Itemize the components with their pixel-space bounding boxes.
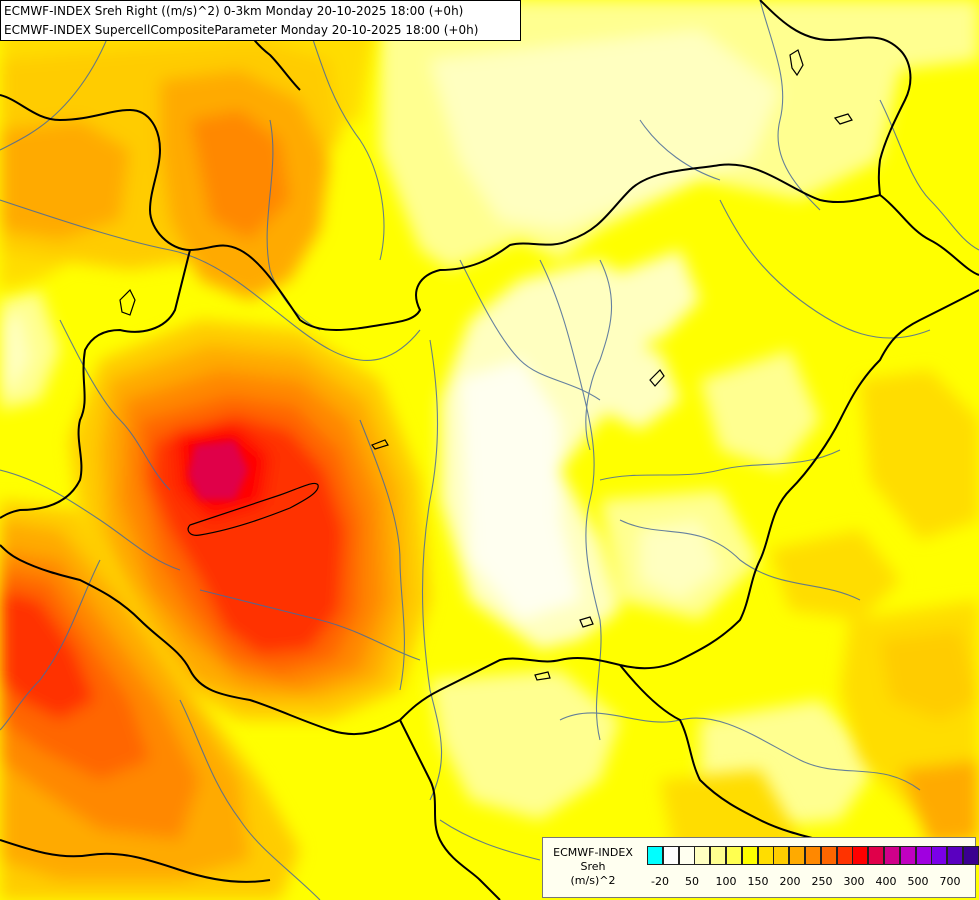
lakes <box>119 49 853 681</box>
legend-swatch <box>947 846 964 865</box>
lake-small-1 <box>371 439 389 450</box>
legend-source: ECMWF-INDEX <box>553 846 633 859</box>
border-west <box>0 249 191 519</box>
map-title-box: ECMWF-INDEX Sreh Right ((m/s)^2) 0-3km M… <box>0 0 521 41</box>
legend-swatch <box>647 846 663 865</box>
border-sw <box>399 719 501 900</box>
sreh-lower-left-band <box>0 500 300 900</box>
legend-swatch <box>726 846 742 865</box>
border-lower-left <box>0 839 271 883</box>
legend-swatch <box>820 846 837 865</box>
legend-swatch <box>915 846 932 865</box>
legend-tick-label: 300 <box>843 875 865 888</box>
legend-variable: Sreh <box>580 860 606 873</box>
legend-unit: (m/s)^2 <box>570 874 616 887</box>
legend-swatch <box>741 846 758 865</box>
lake-small-4 <box>789 49 804 77</box>
lake-small-6 <box>534 671 551 681</box>
legend-swatch <box>852 846 869 865</box>
legend-tick-label: 700 <box>939 875 961 888</box>
legend-swatch <box>899 846 916 865</box>
legend-swatch <box>868 846 885 865</box>
title-line-1: ECMWF-INDEX Sreh Right ((m/s)^2) 0-3km M… <box>4 4 464 18</box>
legend-swatch <box>710 846 727 865</box>
legend-swatch <box>805 846 821 865</box>
legend-swatch <box>931 846 948 865</box>
lake-small-3 <box>649 369 665 387</box>
legend-tick-label: 250 <box>811 875 833 888</box>
title-line-2: ECMWF-INDEX SupercellCompositeParameter … <box>4 23 479 37</box>
lake-balaton <box>187 482 319 536</box>
legend-tick-label: 150 <box>747 875 769 888</box>
legend-swatch <box>694 846 711 865</box>
border-east <box>879 194 979 276</box>
legend-tick-label: 100 <box>715 875 737 888</box>
legend-swatch <box>789 846 806 865</box>
lake-small-7 <box>579 616 594 628</box>
sreh-hot-core <box>70 320 430 720</box>
border-south <box>0 544 621 736</box>
legend-swatch <box>757 846 774 865</box>
lake-small-2 <box>119 288 136 316</box>
border-ne <box>759 0 912 196</box>
color-legend: ECMWF-INDEX Sreh (m/s)^2 -20 50 100 150 200 2… <box>542 837 979 898</box>
legend-swatch <box>662 846 679 865</box>
sreh-peak <box>188 440 248 500</box>
border-north <box>0 94 881 331</box>
sreh-low-areas <box>0 0 979 830</box>
legend-tick-label: 500 <box>907 875 929 888</box>
legend-tick-label: -20 <box>651 875 669 888</box>
border-se <box>619 664 821 841</box>
legend-swatch <box>773 846 790 865</box>
legend-swatch <box>963 846 979 865</box>
legend-title: ECMWF-INDEX Sreh (m/s)^2 <box>543 846 643 888</box>
legend-swatch <box>836 846 853 865</box>
border-hungary-east <box>619 289 979 670</box>
legend-swatch <box>678 846 695 865</box>
legend-tick-label: 200 <box>779 875 801 888</box>
lake-small-5 <box>833 113 853 125</box>
legend-swatch <box>884 846 900 865</box>
legend-tick-label: 50 <box>685 875 699 888</box>
legend-tick-label: 400 <box>875 875 897 888</box>
